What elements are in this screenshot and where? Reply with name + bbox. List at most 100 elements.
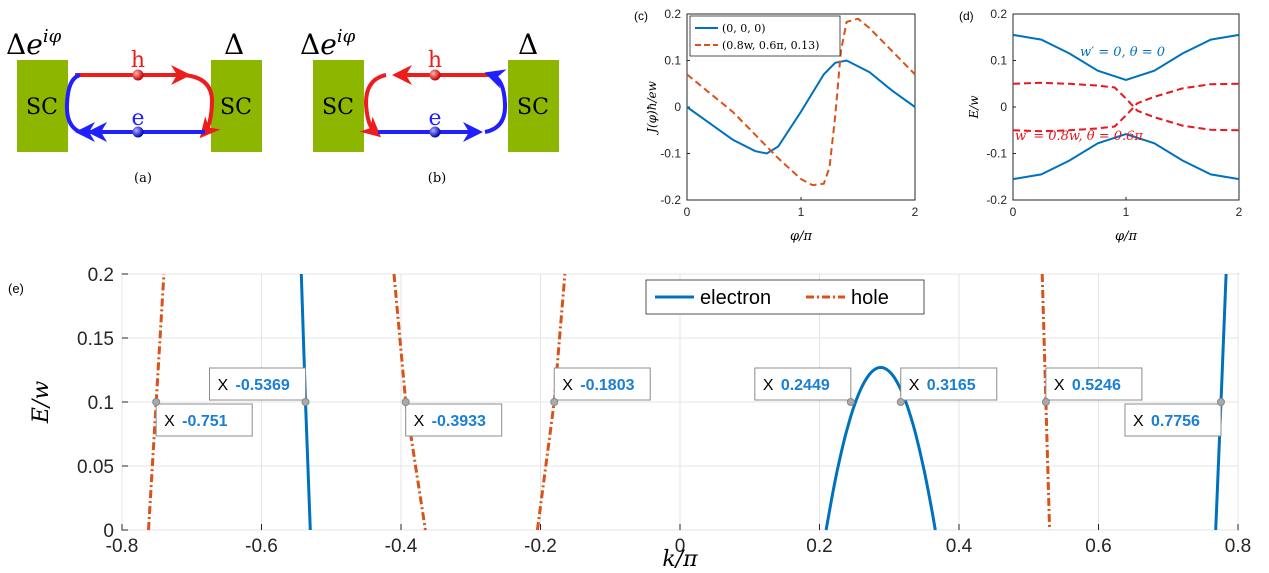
right-pair-potential: Δ bbox=[224, 28, 244, 61]
datatip-box bbox=[155, 403, 253, 437]
y-tick-label: -0.1 bbox=[986, 147, 1007, 161]
panel-b: Δeiφ Δ SC SC h e (b) bbox=[300, 26, 559, 186]
x-tick-label: -0.2 bbox=[524, 536, 557, 557]
datatip-6: X 0.3165 bbox=[896, 367, 998, 406]
legend-entry-2: (0.8w, 0.6π, 0.13) bbox=[722, 39, 819, 52]
y-tick-label: 0 bbox=[103, 521, 114, 542]
sc-block-left bbox=[313, 60, 364, 152]
x-tick-label: -0.6 bbox=[245, 536, 278, 557]
x-tick-label: 0 bbox=[1010, 205, 1017, 219]
datatip-value: -0.751 bbox=[182, 413, 227, 430]
sc-block-left bbox=[17, 60, 68, 152]
y-axis-label: E/w bbox=[967, 95, 981, 120]
x-tick-label: 2 bbox=[912, 205, 919, 219]
datatip-value: 0.5246 bbox=[1072, 377, 1121, 394]
sc-label-left: SC bbox=[322, 95, 354, 120]
datatip-value: -0.3933 bbox=[432, 413, 486, 430]
y-tick-label: 0.1 bbox=[88, 393, 114, 414]
hole-andreev-arc bbox=[359, 73, 387, 138]
datatip-label: X bbox=[1054, 377, 1065, 394]
panel-label-b: (b) bbox=[428, 171, 446, 186]
datatip-value: 0.2449 bbox=[781, 377, 830, 394]
datatip-box bbox=[209, 367, 307, 401]
series-blue-upper bbox=[1012, 33, 1240, 82]
panel-c: (c) 0 1 2 0.2 0.1 0 -0.1 -0.2 φ/π J(φ)ħ/ew (0, … bbox=[634, 7, 919, 244]
y-tick-label: 0.1 bbox=[990, 54, 1007, 68]
datatip-label: X bbox=[763, 377, 774, 394]
legend-entry-electron: electron bbox=[700, 287, 771, 309]
datatip-marker bbox=[550, 398, 559, 406]
y-tick-label: 0 bbox=[674, 100, 681, 114]
datatip-label: X bbox=[562, 377, 573, 394]
series-red-a bbox=[1012, 81, 1240, 132]
hole-label: h bbox=[131, 48, 145, 73]
datatip-value: -0.1803 bbox=[580, 377, 634, 394]
series-line-1 bbox=[686, 59, 916, 155]
panel-label-a: (a) bbox=[134, 171, 152, 186]
y-tick-label: 0.2 bbox=[664, 7, 681, 21]
electron-andreev-arc bbox=[484, 69, 508, 134]
datatip-box bbox=[1045, 367, 1143, 401]
panel-label-c: (c) bbox=[634, 9, 648, 23]
datatip-marker bbox=[896, 398, 905, 406]
x-tick-label: 0.8 bbox=[1225, 536, 1251, 557]
panel-d: (d) 0 1 2 0.2 0.1 0 -0.1 -0.2 φ/π E/w w′ = 0, θ… bbox=[959, 7, 1243, 244]
y-axis-label: E/w bbox=[29, 381, 54, 424]
y-tick-label: -0.2 bbox=[660, 193, 681, 207]
x-tick-label: 0.4 bbox=[946, 536, 973, 557]
datatip-box bbox=[754, 367, 852, 401]
panel-e: (e) -0.8 -0.6 -0.4 -0.2 0 0.2 0.4 0.6 0.8 0.2 0.15… bbox=[8, 265, 1251, 572]
legend-box bbox=[689, 15, 841, 57]
x-axis-label: φ/π bbox=[790, 229, 812, 244]
datatip-marker bbox=[1041, 398, 1050, 406]
datatip-value: 0.7756 bbox=[1151, 413, 1200, 430]
datatip-marker bbox=[846, 398, 855, 406]
annotation-blue: w′ = 0, θ = 0 bbox=[1080, 45, 1165, 60]
datatip-label: X bbox=[414, 413, 425, 430]
legend-entry-hole: hole bbox=[851, 287, 889, 309]
left-pair-potential: Δeiφ bbox=[6, 26, 62, 61]
x-tick-label: 2 bbox=[1236, 205, 1243, 219]
electron-ball bbox=[429, 126, 441, 138]
y-tick-label: 0.15 bbox=[77, 329, 114, 350]
x-axis-label: φ/π bbox=[1115, 229, 1137, 244]
x-tick-label: 0 bbox=[675, 536, 686, 557]
x-tick-label: 0 bbox=[684, 205, 691, 219]
panel-a: Δeiφ Δ SC SC h e (a) bbox=[6, 26, 262, 186]
datatip-box bbox=[900, 367, 998, 401]
datatip-4: X -0.1803 bbox=[550, 367, 651, 406]
panel-label-d: (d) bbox=[959, 9, 974, 23]
datatip-marker bbox=[152, 398, 161, 406]
datatip-5: X 0.2449 bbox=[754, 367, 855, 406]
sc-label-right: SC bbox=[220, 95, 252, 120]
annotation-red: w′ = 0.8w, θ = 0.6π bbox=[1015, 129, 1143, 144]
x-tick-label: 1 bbox=[798, 205, 805, 219]
y-tick-label: -0.1 bbox=[660, 147, 681, 161]
legend: (0, 0, 0) (0.8w, 0.6π, 0.13) bbox=[689, 15, 841, 57]
electron-andreev-arc bbox=[64, 73, 81, 134]
sc-label-left: SC bbox=[26, 95, 58, 120]
datatip-1: X -0.751 bbox=[152, 398, 253, 437]
legend: electron hole bbox=[645, 279, 925, 315]
y-tick-label: 0.2 bbox=[88, 265, 114, 286]
datatip-label: X bbox=[164, 413, 175, 430]
y-tick-label: 0.1 bbox=[664, 54, 681, 68]
legend-box bbox=[645, 279, 925, 315]
y-tick-label: 0.2 bbox=[990, 7, 1007, 21]
datatip-box bbox=[1124, 403, 1222, 437]
x-axis-label: k/π bbox=[662, 547, 698, 572]
datatip-8: X 0.7756 bbox=[1124, 398, 1225, 437]
x-tick-label: -0.8 bbox=[106, 536, 139, 557]
datatip-2: X -0.5369 bbox=[209, 367, 310, 406]
y-tick-label: 0 bbox=[1000, 100, 1007, 114]
datatip-box bbox=[405, 403, 503, 437]
electron-label: e bbox=[428, 106, 441, 131]
y-axis-label: J(φ)ħ/ew bbox=[645, 80, 659, 135]
hole-label: h bbox=[428, 48, 442, 73]
right-pair-potential: Δ bbox=[518, 28, 538, 61]
electron-label: e bbox=[131, 106, 144, 131]
datatip-label: X bbox=[1133, 413, 1144, 430]
hole-ball bbox=[132, 69, 144, 81]
datatip-label: X bbox=[909, 377, 920, 394]
